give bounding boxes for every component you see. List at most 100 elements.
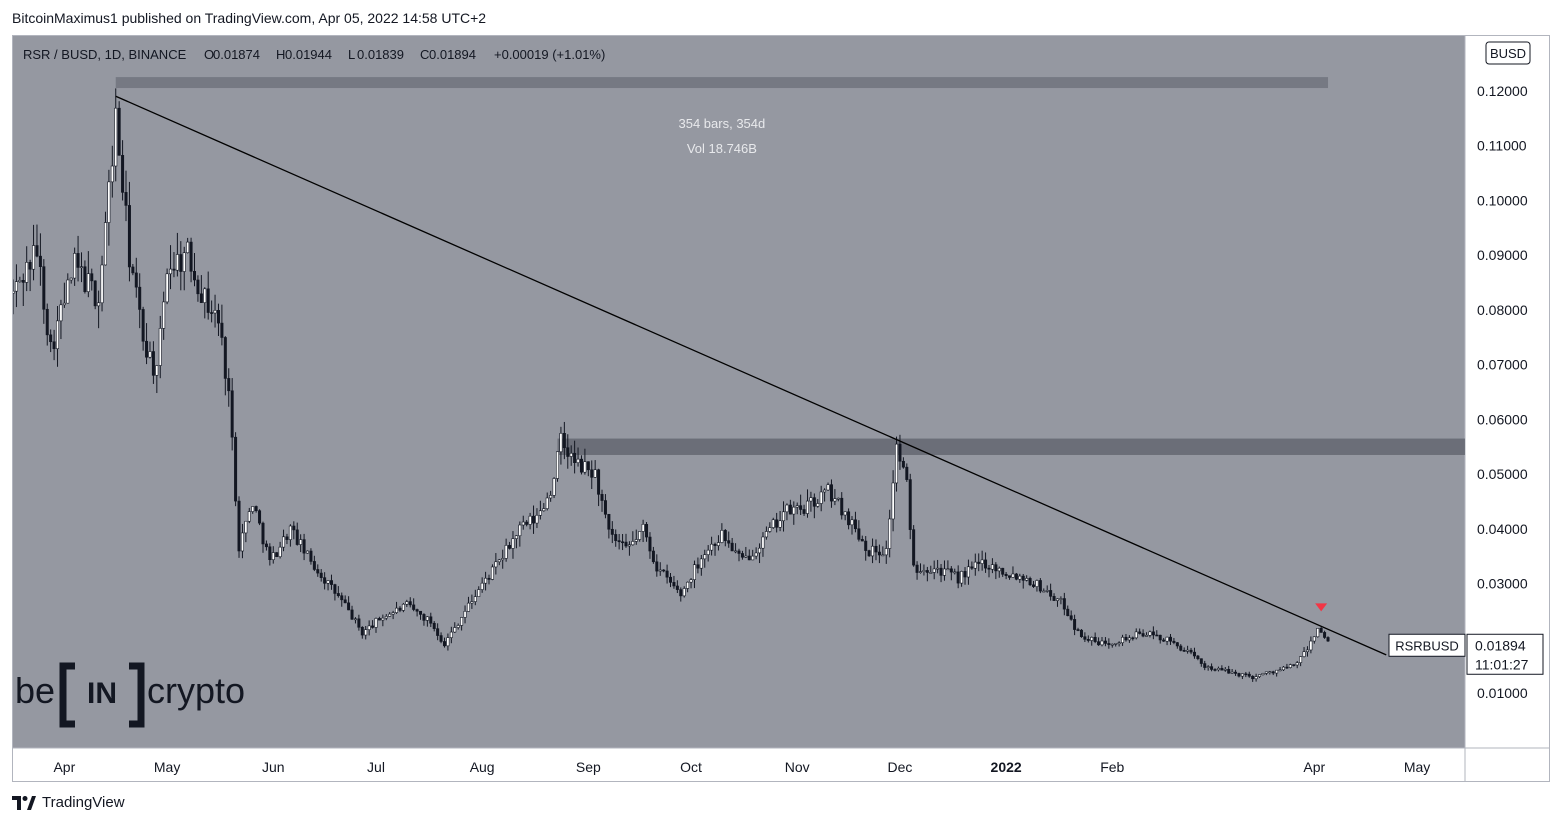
candle-body xyxy=(764,531,768,538)
candle-body xyxy=(597,469,601,495)
candle-body xyxy=(761,536,765,549)
candle-body xyxy=(836,497,840,500)
candle-body xyxy=(980,559,984,564)
watermark-prefix: be xyxy=(15,670,55,711)
candle-body xyxy=(14,281,18,292)
candle-body xyxy=(881,554,885,557)
candle-body xyxy=(501,558,505,561)
candle-body xyxy=(1316,628,1320,638)
x-tick-label: May xyxy=(1404,759,1430,775)
y-tick-label: 0.09000 xyxy=(1477,247,1528,263)
candle-body xyxy=(535,514,539,524)
candle-body xyxy=(175,254,179,271)
candle-body xyxy=(456,625,460,628)
candle-body xyxy=(388,613,392,617)
candle-body xyxy=(302,539,306,554)
candle-body xyxy=(288,525,292,540)
x-tick-label: Sep xyxy=(576,759,601,775)
candle-body xyxy=(490,566,494,580)
candle-body xyxy=(251,506,255,512)
candle-body xyxy=(775,519,779,528)
candle-body xyxy=(148,351,152,358)
candle-body xyxy=(713,543,717,546)
candle-body xyxy=(206,288,210,313)
candle-body xyxy=(45,308,49,336)
candle-body xyxy=(425,616,429,621)
candle-body xyxy=(669,576,673,583)
candle-body xyxy=(812,497,816,507)
candle-body xyxy=(621,541,625,544)
candle-body xyxy=(912,529,916,566)
candle-body xyxy=(826,484,830,491)
candle-body xyxy=(1127,637,1131,641)
candle-body xyxy=(1237,673,1241,677)
candle-body xyxy=(1141,633,1145,637)
candle-body xyxy=(66,279,70,304)
candle-body xyxy=(956,571,960,584)
candle-body xyxy=(1138,631,1142,634)
candle-body xyxy=(107,181,111,223)
measure-volume-label: Vol 18.746B xyxy=(687,141,757,156)
candle-body xyxy=(1001,567,1005,575)
candle-body xyxy=(734,550,738,553)
footer[interactable]: TradingView xyxy=(12,794,125,811)
candle-body xyxy=(100,264,104,304)
candle-body xyxy=(360,626,364,636)
candle-body xyxy=(792,506,796,515)
candle-body xyxy=(508,545,512,549)
candle-body xyxy=(658,569,662,572)
candle-body xyxy=(607,513,611,530)
candle-body xyxy=(1258,674,1262,677)
candle-body xyxy=(1206,666,1210,668)
candle-body xyxy=(984,559,988,569)
candle-body xyxy=(329,580,333,585)
candle-body xyxy=(1066,608,1070,617)
candle-body xyxy=(1165,636,1169,642)
candle-body xyxy=(675,585,679,590)
candle-body xyxy=(518,524,522,537)
candle-body xyxy=(1121,636,1125,644)
candle-body xyxy=(285,536,289,540)
candle-body xyxy=(59,304,63,322)
currency-badge[interactable] xyxy=(1485,41,1531,65)
price-chart[interactable]: 354 bars, 354d Vol 18.746B RSR / BUSD, 1D,… xyxy=(13,36,1550,782)
candle-body xyxy=(795,505,799,508)
y-tick-label: 0.01000 xyxy=(1477,685,1528,701)
candle-body xyxy=(1100,640,1104,646)
candle-body xyxy=(908,479,912,530)
publisher-line: BitcoinMaximus1 published on TradingView… xyxy=(12,10,487,26)
candle-body xyxy=(395,607,399,613)
candle-body xyxy=(586,461,590,471)
watermark-bracket-icon xyxy=(59,662,145,728)
candle-body xyxy=(1155,634,1159,637)
candle-body xyxy=(898,443,902,462)
candle-body xyxy=(230,390,234,438)
candle-body xyxy=(932,568,936,573)
x-tick-label: Apr xyxy=(53,759,75,775)
candle-body xyxy=(1319,628,1323,633)
candle-body xyxy=(213,310,217,314)
candle-body xyxy=(357,618,361,628)
candle-body xyxy=(1295,662,1299,666)
candle-body xyxy=(593,469,597,478)
ticker-tag[interactable] xyxy=(1388,633,1466,657)
candle-body xyxy=(1035,580,1039,587)
candle-body xyxy=(549,495,553,499)
candle-body xyxy=(1186,649,1190,652)
descending-trendline[interactable] xyxy=(115,95,1387,656)
candle-body xyxy=(699,558,703,569)
candle-body xyxy=(559,432,563,453)
candle-body xyxy=(347,602,351,611)
candle-body xyxy=(391,612,395,615)
candle-body xyxy=(686,581,690,589)
candle-body xyxy=(254,506,258,511)
candle-body xyxy=(186,241,190,254)
chart-container[interactable]: 354 bars, 354d Vol 18.746B RSR / BUSD, 1D,… xyxy=(12,35,1550,782)
time-axis-background[interactable] xyxy=(13,748,1465,782)
candle-body xyxy=(76,253,80,268)
candle-body xyxy=(723,530,727,541)
candle-body xyxy=(528,515,532,525)
candle-body xyxy=(853,519,857,530)
last-price-box[interactable] xyxy=(1466,633,1544,675)
change-value: +0.00019 (+1.01%) xyxy=(494,47,605,62)
